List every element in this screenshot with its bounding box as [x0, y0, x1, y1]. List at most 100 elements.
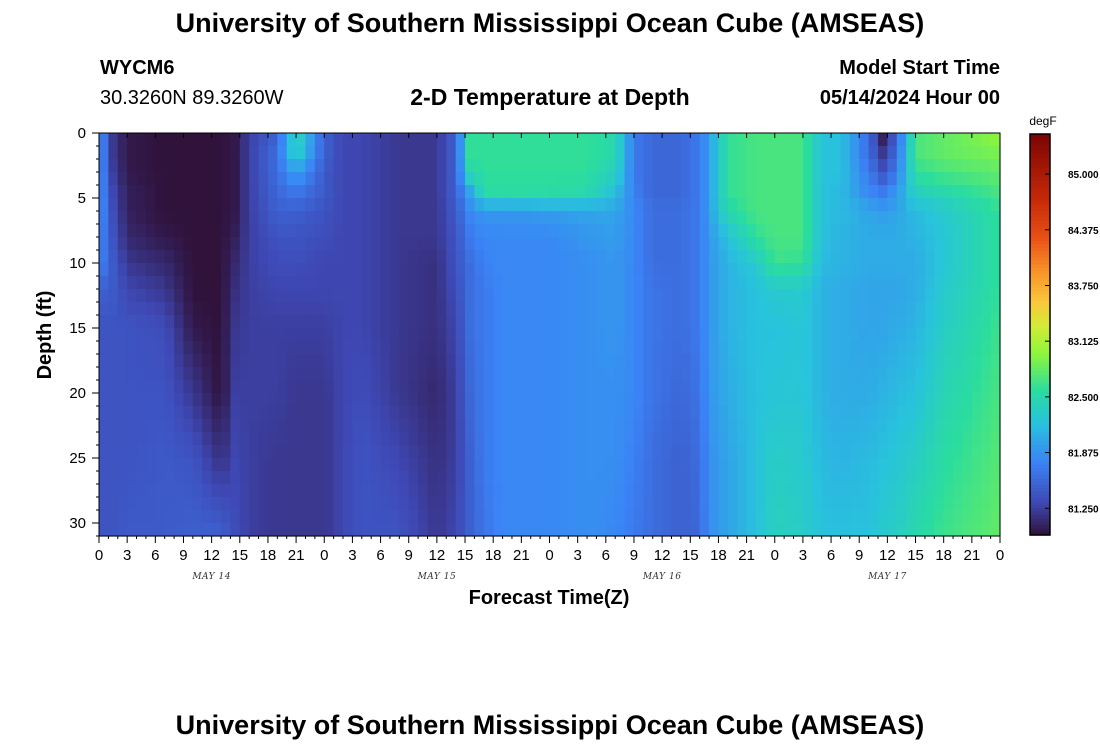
- heatmap-cell: [821, 380, 832, 394]
- heatmap-cell: [718, 497, 729, 511]
- heatmap-cell: [455, 185, 466, 199]
- heatmap-cell: [540, 276, 551, 290]
- heatmap-cell: [249, 510, 260, 524]
- heatmap-cell: [258, 484, 269, 498]
- heatmap-cell: [990, 380, 1001, 394]
- heatmap-cell: [540, 406, 551, 420]
- heatmap-cell: [877, 354, 888, 368]
- heatmap-cell: [343, 484, 354, 498]
- heatmap-cell: [211, 276, 222, 290]
- heatmap-cell: [305, 497, 316, 511]
- heatmap-cell: [399, 328, 410, 342]
- heatmap-cell: [943, 432, 954, 446]
- heatmap-cell: [211, 237, 222, 251]
- heatmap-cell: [849, 354, 860, 368]
- heatmap-cell: [530, 172, 541, 186]
- heatmap-cell: [840, 263, 851, 277]
- heatmap-cell: [737, 523, 748, 537]
- heatmap-cell: [990, 172, 1001, 186]
- heatmap-cell: [446, 289, 457, 303]
- heatmap-cell: [502, 237, 513, 251]
- heatmap-cell: [474, 458, 485, 472]
- heatmap-cell: [924, 237, 935, 251]
- heatmap-cell: [765, 523, 776, 537]
- heatmap-cell: [859, 146, 870, 160]
- heatmap-cell: [859, 315, 870, 329]
- heatmap-cell: [305, 510, 316, 524]
- colorbar-swatch: [1030, 260, 1050, 265]
- heatmap-cell: [981, 393, 992, 407]
- heatmap-cell: [352, 484, 363, 498]
- heatmap-cell: [587, 289, 598, 303]
- heatmap-cell: [333, 471, 344, 485]
- heatmap-cell: [943, 510, 954, 524]
- heatmap-cell: [549, 497, 560, 511]
- heatmap-cell: [765, 419, 776, 433]
- heatmap-cell: [568, 393, 579, 407]
- heatmap-cell: [633, 497, 644, 511]
- heatmap-cell: [145, 237, 156, 251]
- heatmap-cell: [211, 471, 222, 485]
- colorbar-swatch: [1030, 157, 1050, 162]
- heatmap-cell: [155, 341, 166, 355]
- heatmap-cell: [511, 380, 522, 394]
- heatmap-cell: [99, 497, 109, 511]
- heatmap-cell: [221, 263, 231, 277]
- colorbar-swatch: [1030, 307, 1050, 312]
- heatmap-cell: [164, 263, 175, 277]
- heatmap-cell: [511, 172, 522, 186]
- heatmap-cell: [314, 497, 325, 511]
- heatmap-cell: [343, 458, 354, 472]
- heatmap-cell: [737, 432, 748, 446]
- heatmap-cell: [915, 367, 926, 381]
- heatmap-cell: [465, 367, 476, 381]
- heatmap-cell: [981, 380, 992, 394]
- heatmap-cell: [943, 237, 954, 251]
- heatmap-cell: [511, 224, 522, 238]
- heatmap-cell: [577, 367, 588, 381]
- heatmap-cell: [877, 289, 888, 303]
- heatmap-cell: [727, 341, 738, 355]
- heatmap-cell: [305, 172, 316, 186]
- heatmap-cell: [474, 172, 485, 186]
- heatmap-cell: [136, 146, 147, 160]
- heatmap-cell: [286, 380, 297, 394]
- heatmap-cell: [887, 263, 898, 277]
- heatmap-cell: [521, 497, 532, 511]
- heatmap-cell: [164, 198, 175, 212]
- heatmap-cell: [840, 237, 851, 251]
- heatmap-cell: [831, 497, 842, 511]
- heatmap-cell: [352, 523, 363, 537]
- colorbar-swatch: [1030, 504, 1050, 509]
- heatmap-cell: [164, 237, 175, 251]
- heatmap-cell: [831, 523, 842, 537]
- heatmap-cell: [108, 146, 119, 160]
- heatmap-cell: [249, 315, 260, 329]
- colorbar-swatch: [1030, 230, 1050, 235]
- heatmap-cell: [737, 419, 748, 433]
- heatmap-cell: [408, 419, 419, 433]
- x-tick-label: 21: [513, 547, 530, 564]
- heatmap-cell: [652, 133, 663, 147]
- heatmap-cell: [164, 380, 175, 394]
- heatmap-cell: [174, 523, 185, 537]
- heatmap-cell: [709, 263, 720, 277]
- heatmap-cell: [924, 471, 935, 485]
- heatmap-cell: [127, 224, 138, 238]
- heatmap-cell: [155, 146, 166, 160]
- heatmap-cell: [389, 380, 400, 394]
- heatmap-cell: [127, 159, 138, 173]
- heatmap-cell: [192, 328, 203, 342]
- heatmap-cell: [267, 458, 278, 472]
- heatmap-cell: [793, 419, 804, 433]
- heatmap-cell: [418, 445, 429, 459]
- heatmap-cell: [540, 497, 551, 511]
- heatmap-cell: [174, 250, 185, 264]
- heatmap-cell: [267, 172, 278, 186]
- heatmap-cell: [549, 263, 560, 277]
- heatmap-cell: [155, 185, 166, 199]
- heatmap-cell: [887, 419, 898, 433]
- heatmap-cell: [971, 224, 982, 238]
- heatmap-cell: [324, 497, 335, 511]
- heatmap-cell: [802, 276, 813, 290]
